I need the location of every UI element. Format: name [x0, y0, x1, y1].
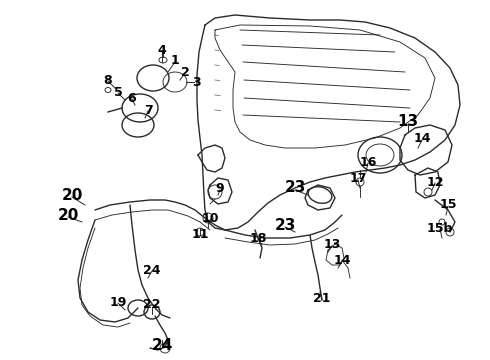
Text: 22: 22 [143, 298, 161, 311]
Text: 12: 12 [426, 175, 444, 189]
Text: 11: 11 [191, 228, 209, 240]
Text: 2: 2 [181, 66, 189, 78]
Text: 20: 20 [57, 207, 79, 222]
Text: 6: 6 [128, 91, 136, 104]
Text: 17: 17 [349, 171, 367, 184]
Text: 10: 10 [201, 211, 219, 225]
Text: 16: 16 [359, 156, 377, 168]
Text: 21: 21 [313, 292, 331, 305]
Text: 7: 7 [144, 104, 152, 117]
Text: 19: 19 [109, 296, 127, 309]
Text: 4: 4 [158, 44, 167, 57]
Text: 20: 20 [61, 188, 83, 202]
Text: 15b: 15b [427, 221, 453, 234]
Text: 23: 23 [274, 217, 295, 233]
Text: 8: 8 [104, 73, 112, 86]
Text: 14: 14 [333, 253, 351, 266]
Text: 15: 15 [439, 198, 457, 211]
Text: 13: 13 [323, 238, 341, 252]
Text: 1: 1 [171, 54, 179, 67]
Text: 24: 24 [143, 264, 161, 276]
Text: 14: 14 [413, 131, 431, 144]
Text: 18: 18 [249, 231, 267, 244]
Text: 24: 24 [151, 338, 172, 352]
Text: 13: 13 [397, 114, 418, 130]
Text: 5: 5 [114, 85, 122, 99]
Text: 3: 3 [192, 76, 200, 89]
Text: 9: 9 [216, 181, 224, 194]
Text: 23: 23 [284, 180, 306, 195]
